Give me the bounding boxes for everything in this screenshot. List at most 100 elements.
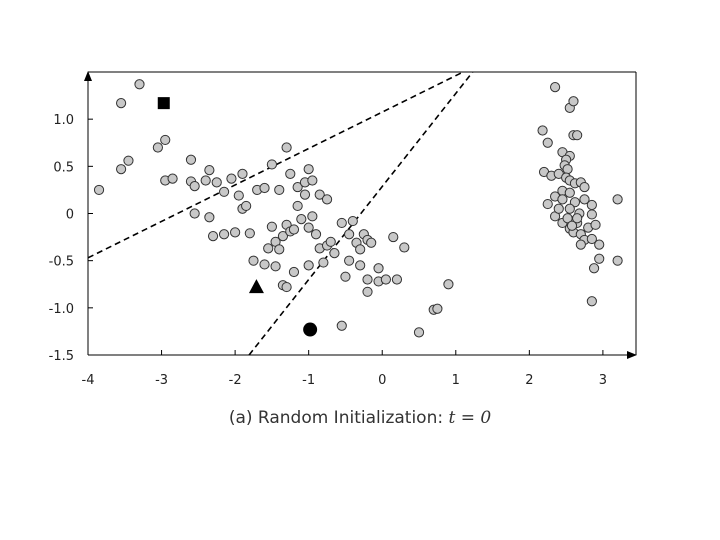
data-point [303,260,314,271]
data-point [116,164,127,175]
data-point [366,237,377,248]
data-point [160,134,171,146]
centroid-circle [303,322,318,337]
data-point [237,168,248,179]
data-point [263,243,274,254]
data-point [296,214,307,225]
data-point [549,81,561,93]
data-point [116,98,127,109]
data-points [93,79,623,338]
data-point [134,79,145,90]
data-point [266,159,277,170]
x-tick-label: 0 [378,373,386,388]
data-point [579,194,590,205]
data-point [388,231,399,243]
data-point [307,211,318,222]
data-point [123,155,134,166]
data-point [432,303,443,314]
data-point [200,175,211,186]
data-point [344,229,355,240]
data-point [277,231,289,242]
data-point [594,239,605,250]
decision-boundaries [87,71,474,356]
data-point [303,164,314,175]
x-tick-label: -4 [82,373,95,388]
data-point [391,274,403,285]
x-tick-label: -3 [155,373,168,388]
data-point [204,165,215,176]
data-point [579,181,590,193]
data-point [310,229,322,240]
data-point [93,184,105,196]
y-tick-label: 0.5 [53,160,74,175]
y-tick-label: -1.5 [49,349,74,364]
data-point [612,255,623,266]
boundary-line [248,71,474,356]
data-point [537,125,548,136]
data-point [318,257,329,268]
data-point [443,279,454,290]
data-point [586,233,597,245]
data-point [281,281,292,293]
data-point [307,175,318,186]
data-point [380,274,392,285]
data-point [204,212,215,223]
data-point [211,177,222,188]
data-point [564,187,575,198]
data-point [281,142,292,153]
data-point [355,244,366,255]
data-point [329,248,340,259]
data-point [241,200,252,212]
data-point [189,181,200,192]
x-axis-arrow [627,351,637,359]
data-point [588,263,600,274]
data-point [285,168,296,179]
data-point [355,260,366,271]
figure-caption: (a) Random Initialization: t = 0 [0,408,720,428]
data-point [594,253,605,264]
data-point [344,255,355,266]
data-point [207,231,219,242]
x-tick-label: 2 [525,373,533,388]
y-tick-label: 0 [66,208,74,223]
x-tick-label: 1 [452,373,460,388]
data-point [572,213,583,224]
data-point [347,215,358,227]
data-point [612,194,623,205]
data-point [564,203,575,214]
data-point [336,217,347,229]
data-point [167,173,178,184]
data-point [586,296,597,307]
data-point [553,203,564,214]
data-point [362,286,373,297]
data-point [299,189,311,200]
data-point [248,255,259,266]
data-point [292,200,303,212]
data-point [542,198,553,210]
data-point [314,189,325,200]
data-point [218,229,230,240]
data-point [259,259,270,270]
data-point [325,236,336,247]
data-point [362,274,373,285]
data-point [266,221,277,232]
caption-text: (a) Random Initialization: [228,408,449,428]
data-point [244,228,255,239]
data-point [288,224,300,235]
data-point [218,186,230,197]
data-point [586,209,597,220]
centroid-triangle [248,279,264,294]
data-point [152,142,163,153]
data-point [189,208,200,219]
y-axis-arrow [84,71,92,81]
data-point [336,320,347,331]
data-point [590,219,601,230]
y-tick-label: 1.0 [53,113,74,128]
data-point [303,222,314,233]
data-point [566,220,578,231]
data-point [259,182,270,194]
x-tick-label: -2 [229,373,242,388]
data-point [274,244,285,255]
tick-labels: -4 -3 -2 -1 0 1 2 3 1.0 0.5 0 -0.5 -1.0 -1.5 [49,113,607,388]
